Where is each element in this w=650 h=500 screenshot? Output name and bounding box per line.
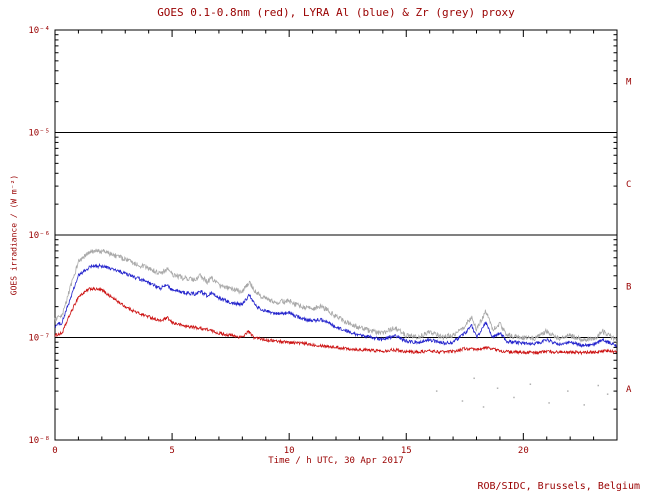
x-tick-label: 20 — [518, 446, 529, 456]
chart-title: GOES 0.1-0.8nm (red), LYRA Al (blue) & Z… — [157, 6, 515, 19]
series-trace — [54, 286, 617, 356]
y-tick-label: 10⁻⁵ — [28, 129, 50, 139]
x-axis-label: Time / h UTC, 30 Apr 2017 — [268, 456, 404, 466]
x-tick-label: 0 — [52, 446, 57, 456]
series-trace — [54, 248, 617, 343]
flare-class-label: C — [626, 180, 631, 190]
y-tick-label: 10⁻⁸ — [28, 436, 50, 446]
y-tick-label: 10⁻⁷ — [28, 334, 50, 344]
x-tick-label: 10 — [284, 446, 295, 456]
x-tick-label: 15 — [401, 446, 412, 456]
flare-class-label: B — [626, 282, 631, 292]
y-tick-label: 10⁻⁴ — [28, 26, 50, 36]
flare-class-label: A — [626, 385, 632, 395]
series-trace — [54, 262, 617, 348]
flare-class-label: M — [626, 77, 632, 87]
x-tick-label: 5 — [169, 446, 174, 456]
credit-text: ROB/SIDC, Brussels, Belgium — [477, 481, 640, 492]
y-tick-label: 10⁻⁶ — [28, 231, 50, 241]
